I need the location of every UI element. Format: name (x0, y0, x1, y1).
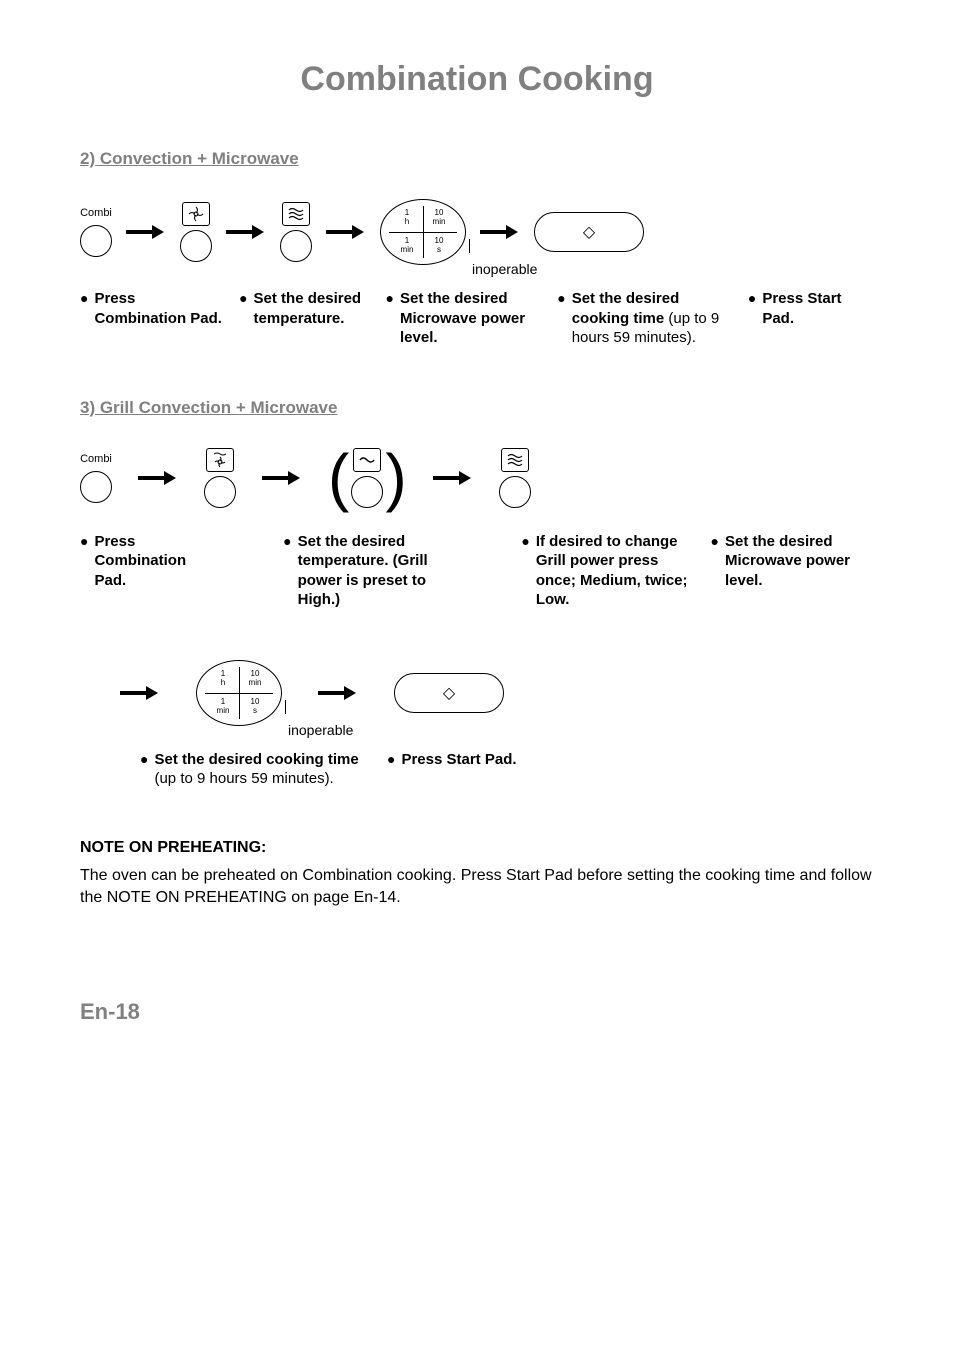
combi-button-icon (80, 471, 112, 503)
convection-step (180, 202, 212, 262)
grill-step (351, 448, 383, 508)
arrow-icon (120, 687, 160, 699)
section2-heading: 2) Convection + Microwave (80, 149, 874, 169)
grill-conv-button-icon (204, 476, 236, 508)
bullet-icon: ● (387, 750, 395, 789)
section3-flow-row1: Combi ( ) (80, 448, 874, 508)
section3-heading: 3) Grill Convection + Microwave (80, 398, 874, 418)
diamond-icon: ◇ (583, 222, 595, 242)
section2-flow: Combi 1h 10min 1min 10s inoperable ◇ (80, 199, 874, 265)
dial-cell: 10min (423, 204, 455, 232)
fan-icon (182, 202, 210, 226)
step-desc: ● Set the desired cooking time (up to 9 … (557, 289, 734, 348)
start-button-icon: ◇ (394, 673, 504, 713)
microwave-button-icon (280, 230, 312, 262)
dial-cell: 10s (423, 232, 455, 260)
step-desc: ● Press Start Pad. (387, 750, 620, 789)
grill-fan-icon (206, 448, 234, 472)
combi-label: Combi (80, 453, 112, 465)
section3-desc-row1: ● Press Combination Pad. ● Set the desir… (80, 532, 874, 610)
step-desc: ● Set the desired Microwave power level. (386, 289, 544, 348)
bullet-icon: ● (80, 289, 88, 348)
bullet-icon: ● (711, 532, 719, 610)
bullet-icon: ● (521, 532, 529, 610)
arrow-icon (262, 472, 302, 484)
step-desc: ● Press Combination Pad. (80, 289, 225, 348)
step-desc: ● Press Combination Pad. (80, 532, 220, 610)
bullet-icon: ● (283, 532, 291, 610)
arrow-icon (326, 226, 366, 238)
bullet-icon: ● (140, 750, 148, 789)
dial-cell: 1min (391, 232, 423, 260)
combi-step: Combi (80, 207, 112, 257)
page-number: En-18 (80, 999, 874, 1025)
start-button-icon: ◇ (534, 212, 644, 252)
dial-cell: 1h (391, 204, 423, 232)
step-desc: ● Set the desired temperature. (Grill po… (283, 532, 458, 610)
microwave-button-icon (499, 476, 531, 508)
bullet-icon: ● (239, 289, 247, 348)
section2-descriptions: ● Press Combination Pad. ● Set the desir… (80, 289, 874, 348)
dial-cell: 1min (207, 693, 239, 721)
arrow-icon (226, 226, 266, 238)
arrow-icon (318, 687, 358, 699)
step-desc: ● Set the desired Microwave power level. (711, 532, 874, 610)
bullet-icon: ● (557, 289, 565, 348)
grill-conv-step (204, 448, 236, 508)
bracket-left-icon: ( (328, 458, 349, 496)
grill-wave-icon (353, 448, 381, 472)
arrow-icon (433, 472, 473, 484)
wave-icon (501, 448, 529, 472)
section3-desc-row2: ● Set the desired cooking time (up to 9 … (140, 750, 620, 789)
dial-cell: 10min (239, 665, 271, 693)
time-dial: 1h 10min 1min 10s inoperable (196, 660, 282, 726)
convection-button-icon (180, 230, 212, 262)
dial-cell: 10s (239, 693, 271, 721)
combi-step: Combi (80, 453, 112, 503)
arrow-icon (480, 226, 520, 238)
bracket-right-icon: ) (385, 458, 406, 496)
arrow-icon (138, 472, 178, 484)
time-dial: 1h 10min 1min 10s inoperable (380, 199, 466, 265)
wave-icon (282, 202, 310, 226)
arrow-icon (126, 226, 166, 238)
step-desc: ● Set the desired cooking time (up to 9 … (140, 750, 373, 789)
step-desc: ● If desired to change Grill power press… (521, 532, 696, 610)
note-heading: NOTE ON PREHEATING: (80, 839, 874, 857)
inoperable-label: inoperable (288, 722, 353, 738)
step-desc: ● Set the desired temperature. (239, 289, 371, 348)
optional-bracket: ( ) (328, 448, 407, 508)
microwave-step (499, 448, 531, 508)
combi-button-icon (80, 225, 112, 257)
inoperable-label: inoperable (472, 261, 537, 277)
diamond-icon: ◇ (443, 683, 455, 703)
bullet-icon: ● (748, 289, 756, 348)
section3-flow-row2: 1h 10min 1min 10s inoperable ◇ (120, 660, 874, 726)
bullet-icon: ● (386, 289, 394, 348)
page-title: Combination Cooking (80, 60, 874, 99)
note-body: The oven can be preheated on Combination… (80, 865, 874, 910)
grill-button-icon (351, 476, 383, 508)
dial-cell: 1h (207, 665, 239, 693)
microwave-step (280, 202, 312, 262)
combi-label: Combi (80, 207, 112, 219)
step-desc: ● Press Start Pad. (748, 289, 874, 348)
bullet-icon: ● (80, 532, 88, 610)
